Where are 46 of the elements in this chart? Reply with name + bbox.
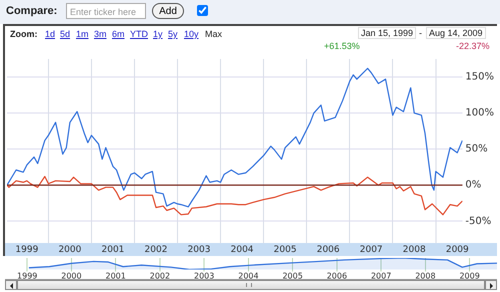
text: Compare: xyxy=(6,5,58,17)
x-tick-label: 2008 xyxy=(402,244,426,255)
x-tick-label: 2007 xyxy=(370,271,392,280)
x-tick-label: 2006 xyxy=(326,271,348,280)
text: 5d xyxy=(60,29,70,39)
y-tick-label: 150% xyxy=(465,72,494,83)
text: Max xyxy=(205,29,222,39)
text: -22.37% xyxy=(456,41,490,51)
x-tick-label: 2006 xyxy=(316,244,340,255)
x-tick-label: 2005 xyxy=(282,271,303,280)
text: 1m xyxy=(76,29,89,39)
x-tick-label: 2001 xyxy=(102,244,124,255)
x-tick-label: 2004 xyxy=(238,271,259,280)
text: 3m xyxy=(94,29,107,39)
x-tick-label: 2002 xyxy=(144,244,168,255)
x-tick-label: 2005 xyxy=(274,244,297,255)
x-tick-label: 2001 xyxy=(105,271,126,280)
x-tick-label: 1999 xyxy=(15,244,39,255)
y-tick-label: 50% xyxy=(465,144,488,155)
x-tick-label: 2003 xyxy=(188,244,210,255)
text: Add xyxy=(152,3,184,19)
x-tick-label: 2009 xyxy=(446,244,470,255)
x-tick-label: 2007 xyxy=(360,244,383,255)
x-tick-label: 2009 xyxy=(459,271,480,280)
x-tick-label: 2008 xyxy=(415,271,436,280)
y-tick-label: 100% xyxy=(465,108,494,119)
x-tick-label: 2000 xyxy=(58,244,82,255)
x-tick-label: 1999 xyxy=(17,271,38,280)
text: Enter ticker here xyxy=(66,3,146,19)
text: Jan 15, 1999 xyxy=(358,27,416,39)
y-tick-label: 0% xyxy=(465,180,482,191)
text: YTD xyxy=(130,29,148,39)
text: +61.53% xyxy=(324,41,360,51)
y-tick-label: -50% xyxy=(465,216,492,227)
text: 1d xyxy=(45,29,56,39)
text: 10y xyxy=(184,29,199,39)
text: 5y xyxy=(168,29,178,39)
text: 1y xyxy=(153,29,163,39)
x-tick-label: 2004 xyxy=(230,244,254,255)
text: Aug 14, 2009 xyxy=(426,27,486,39)
x-tick-label: 2000 xyxy=(61,271,82,280)
text: - xyxy=(419,28,422,38)
x-tick-label: 2002 xyxy=(150,271,170,280)
x-tick-label: 2003 xyxy=(194,271,214,280)
text: 6m xyxy=(112,29,125,39)
text: Zoom: xyxy=(10,29,38,39)
